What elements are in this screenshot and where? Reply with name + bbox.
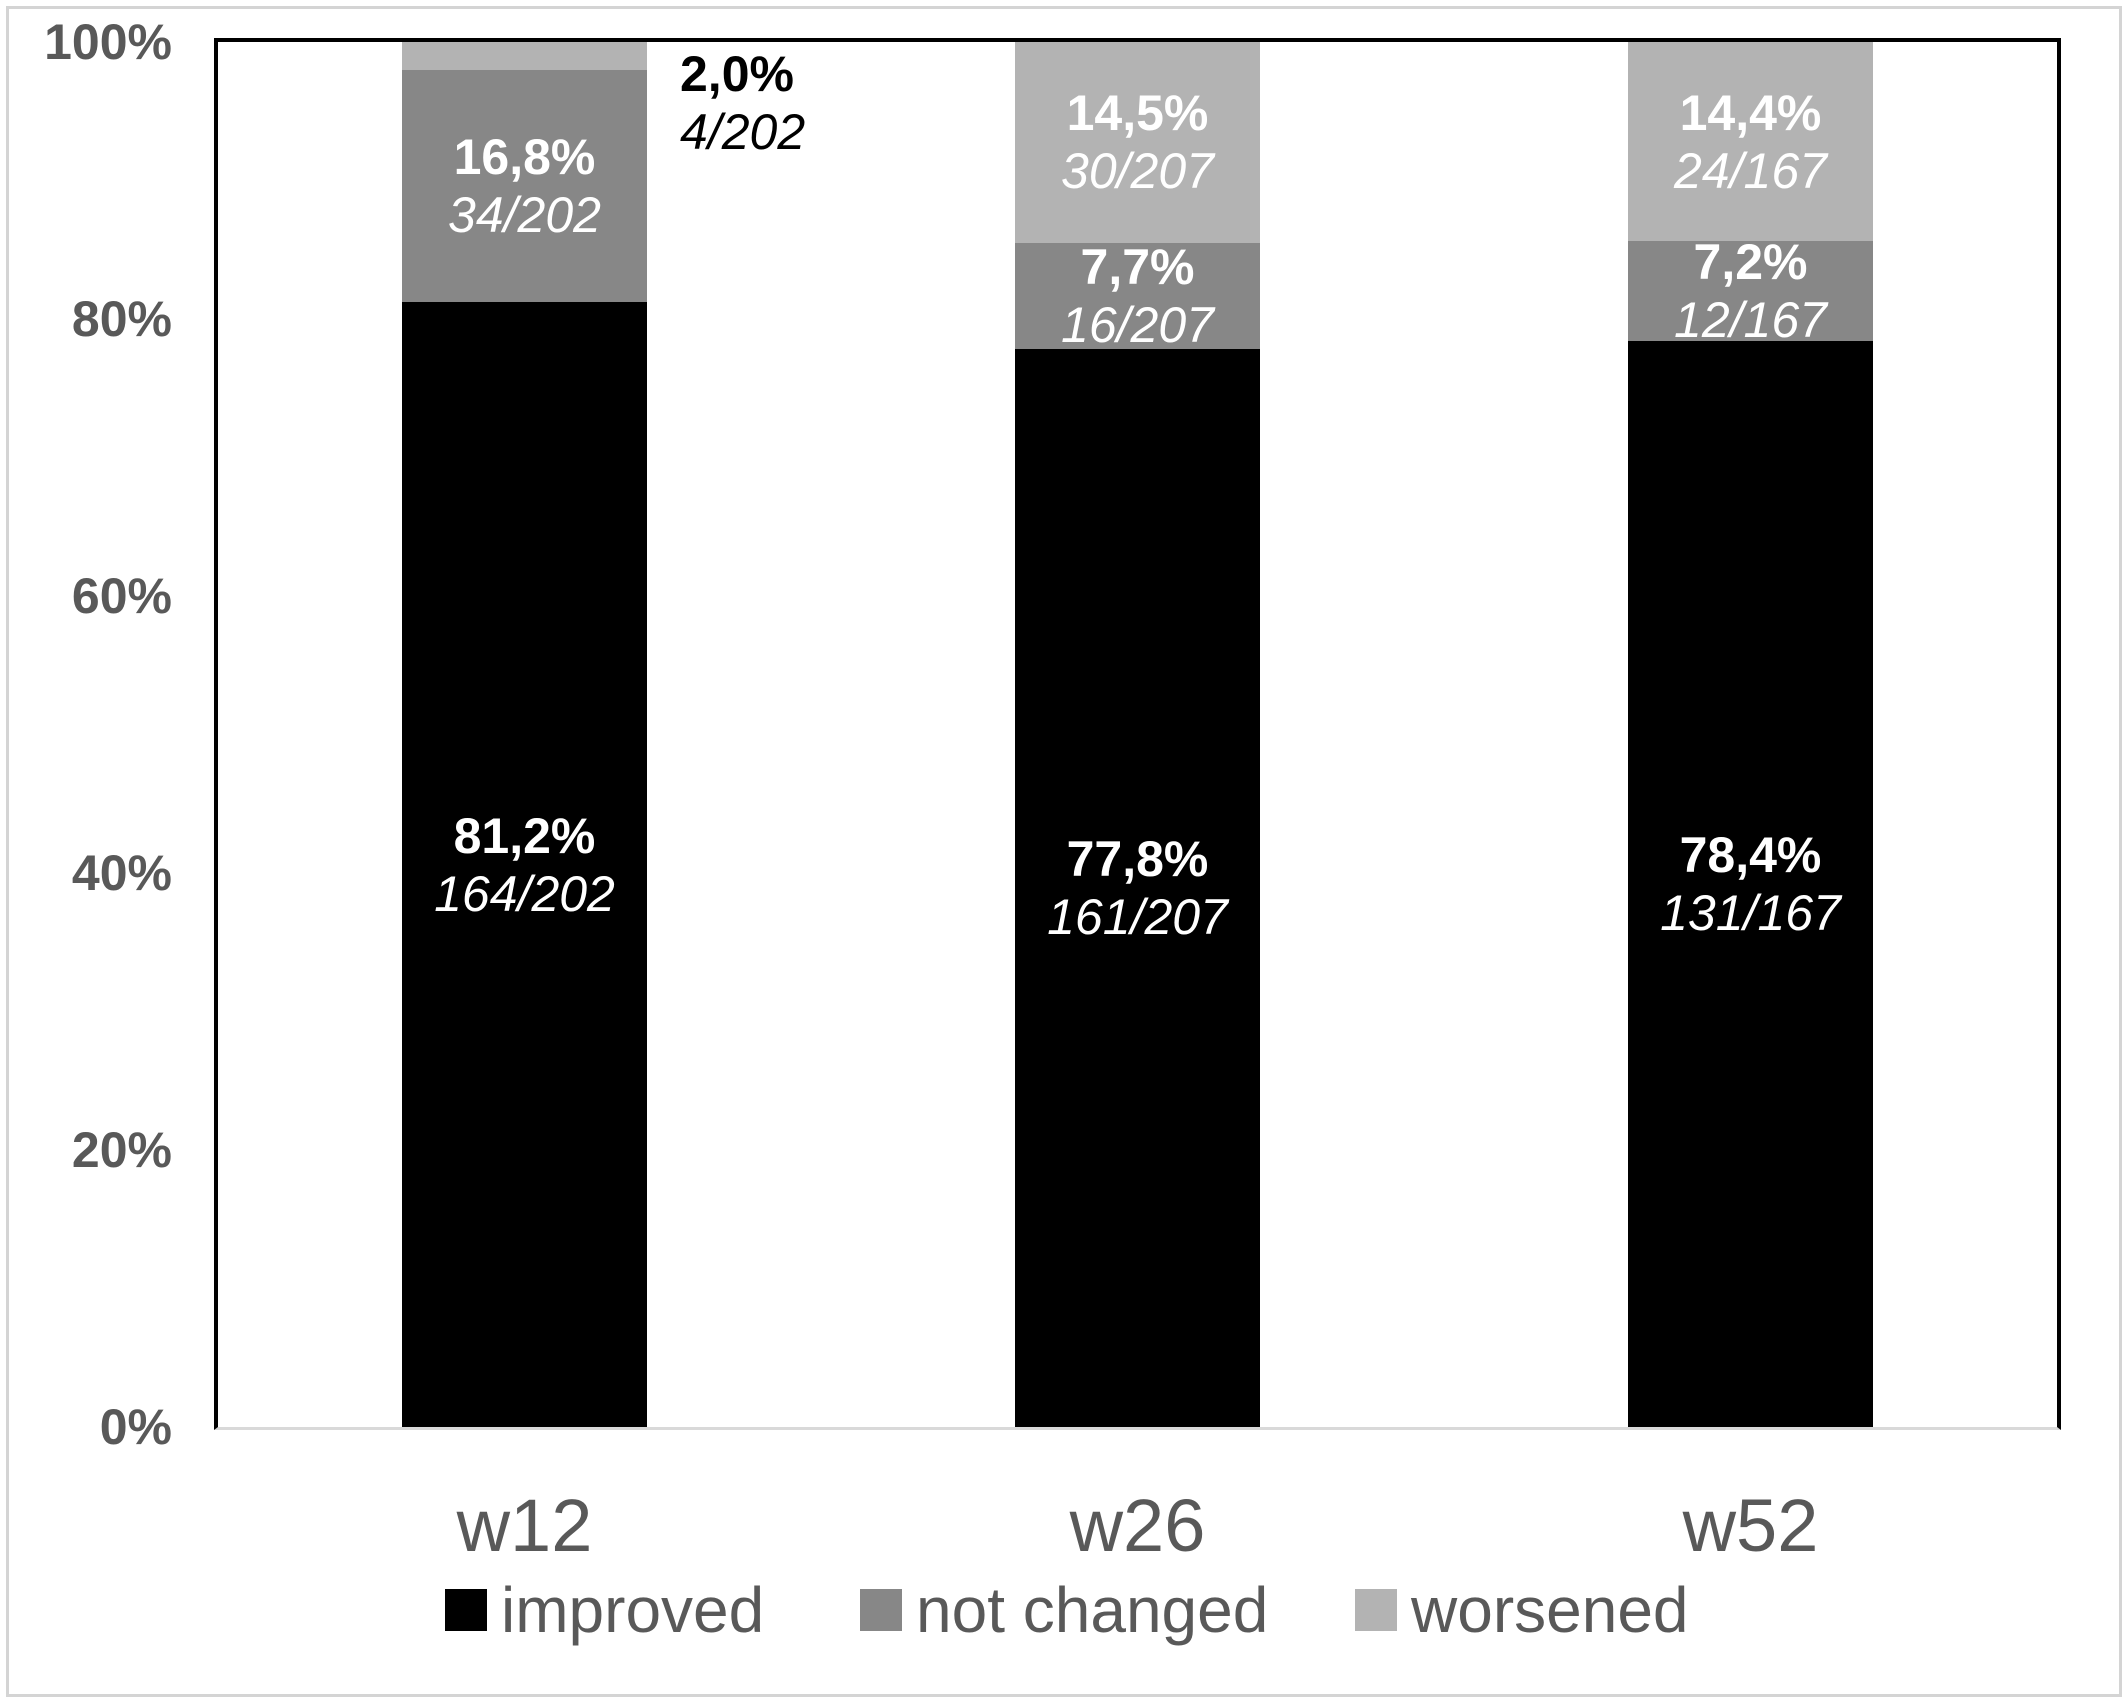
legend-label-improved: improved [501,1574,765,1646]
legend-swatch-worsened [1355,1589,1397,1631]
segment-label-worsened-w26: 14,5% 30/207 [1061,84,1214,200]
bar-w12: 16,8% 34/202 81,2% 164/202 [402,42,647,1427]
segment-label-frac: 161/207 [1047,889,1228,946]
y-tick-label-0pct: 0% [99,1399,172,1455]
legend-item-worsened: worsened [1355,1578,1689,1642]
y-tick-label-60pct: 60% [71,568,172,624]
segment-worsened-w52: 14,4% 24/167 [1628,42,1873,242]
x-axis-label-w26: w26 [1069,1484,1206,1567]
segment-label-frac: 131/167 [1660,885,1841,942]
segment-label-pct: 7,7% [1080,239,1195,296]
segment-improved-w52: 78,4% 131/167 [1628,341,1873,1427]
x-axis-label-w52: w52 [1682,1484,1819,1567]
segment-label-not-changed-w26: 7,7% 16/207 [1061,238,1214,354]
segment-label-pct: 14,4% [1679,84,1822,141]
segment-label-not-changed-w52: 7,2% 12/167 [1674,233,1827,349]
segment-worsened-w12 [402,42,647,70]
legend-item-improved: improved [445,1578,764,1642]
legend-label-worsened: worsened [1411,1574,1689,1646]
outside-label-frac: 4/202 [680,104,806,160]
segment-label-worsened-w52: 14,4% 24/167 [1674,84,1827,200]
legend-swatch-not-changed [860,1589,902,1631]
segment-label-pct: 7,2% [1693,234,1808,291]
segment-label-not-changed-w12: 16,8% 34/202 [448,128,601,244]
outside-label-pct: 2,0% [680,46,794,102]
segment-label-pct: 81,2% [453,807,596,864]
segment-label-frac: 34/202 [448,187,601,244]
segment-label-pct: 14,5% [1066,85,1209,142]
segment-label-improved-w12: 81,2% 164/202 [434,807,615,923]
segment-not-changed-w26: 7,7% 16/207 [1015,239,1260,353]
segment-not-changed-w12: 16,8% 34/202 [402,69,647,303]
segment-label-pct: 16,8% [453,129,596,186]
segment-improved-w26: 77,8% 161/207 [1015,349,1260,1427]
y-tick-label-100pct: 100% [44,14,172,70]
y-tick-label-20pct: 20% [71,1122,172,1178]
segment-label-improved-w26: 77,8% 161/207 [1047,830,1228,946]
legend-swatch-improved [445,1589,487,1631]
segment-worsened-w26: 14,5% 30/207 [1015,42,1260,243]
bar-w26: 14,5% 30/207 7,7% 16/207 77,8% 161/207 [1015,42,1260,1427]
outside-label-worsened-w12: 2,0% 4/202 [680,45,805,161]
legend-label-not-changed: not changed [916,1574,1269,1646]
y-tick-label-80pct: 80% [71,291,172,347]
legend-item-not-changed: not changed [860,1578,1268,1642]
segment-label-pct: 77,8% [1066,831,1209,888]
plot-area: 16,8% 34/202 81,2% 164/202 14,5% 30/207 7,7% 16… [214,38,2061,1430]
segment-improved-w12: 81,2% 164/202 [402,302,647,1427]
y-tick-label-40pct: 40% [71,845,172,901]
segment-label-pct: 78,4% [1679,827,1822,884]
bar-w52: 14,4% 24/167 7,2% 12/167 78,4% 131/167 [1628,42,1873,1427]
segment-not-changed-w52: 7,2% 12/167 [1628,234,1873,348]
x-axis-label-w12: w12 [456,1484,593,1567]
segment-label-frac: 12/167 [1674,292,1827,349]
segment-label-frac: 30/207 [1061,143,1214,200]
segment-label-frac: 24/167 [1674,142,1827,199]
segment-label-frac: 16/207 [1061,297,1214,354]
segment-label-frac: 164/202 [434,865,615,922]
segment-label-improved-w52: 78,4% 131/167 [1660,826,1841,942]
